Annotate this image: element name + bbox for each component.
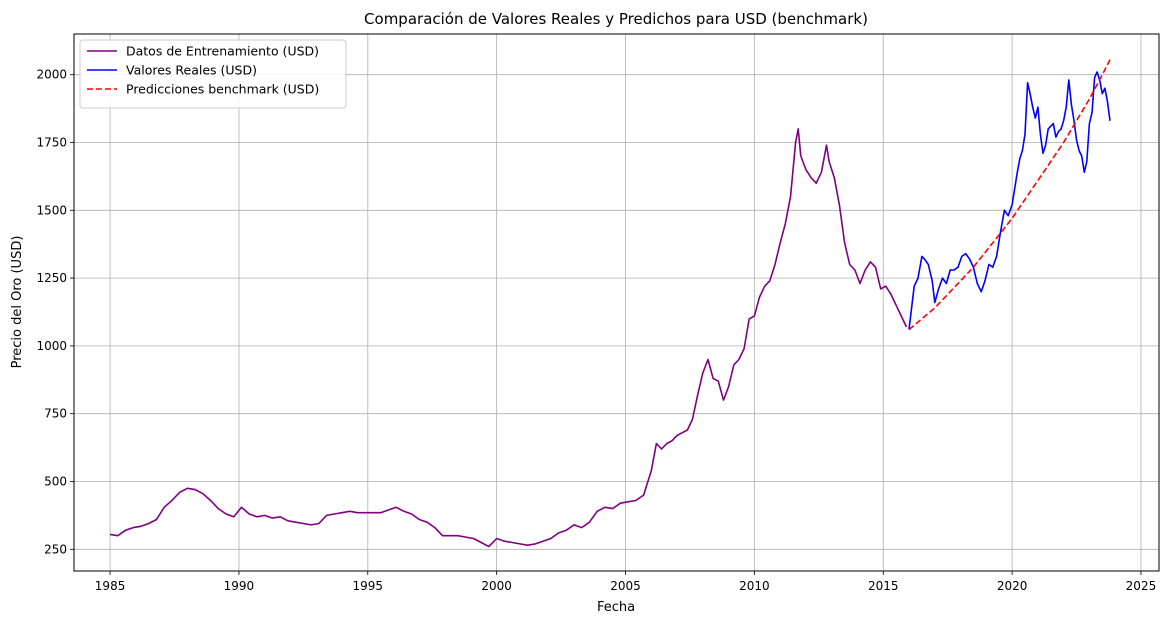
x-tick-label: 1995 [353, 579, 384, 593]
y-tick-label: 750 [44, 407, 67, 421]
y-tick-label: 2000 [36, 68, 67, 82]
x-tick-label: 2010 [739, 579, 770, 593]
legend-label-2: Valores Reales (USD) [126, 63, 257, 78]
series-layer [109, 59, 1111, 548]
y-tick-label: 1000 [36, 339, 67, 353]
y-tick-label: 1750 [36, 135, 67, 149]
series-line-3 [908, 59, 1111, 331]
x-tick-label: 2000 [481, 579, 512, 593]
ticks: 1985 1990 1995 2000 2005 2010 2015 2020 2025 250 5… [36, 68, 1156, 593]
x-axis-label: Fecha [597, 600, 635, 615]
legend-box [79, 39, 347, 109]
legend: Datos de Entrenamiento (USD) Valores Real… [79, 39, 347, 109]
series-line-2 [908, 71, 1111, 330]
x-tick-label: 2005 [610, 579, 641, 593]
chart-title: Comparación de Valores Reales y Predicho… [364, 10, 868, 28]
y-tick-label: 1250 [36, 271, 67, 285]
x-tick-label: 2020 [997, 579, 1028, 593]
legend-label-3: Predicciones benchmark (USD) [126, 82, 319, 97]
x-tick-label: 2025 [1126, 579, 1157, 593]
plot-frame [73, 33, 1160, 572]
x-tick-label: 1990 [224, 579, 255, 593]
legend-label-1: Datos de Entrenamiento (USD) [126, 44, 319, 59]
y-tick-label: 1500 [36, 203, 67, 217]
y-axis-label: Precio del Oro (USD) [10, 236, 25, 369]
x-tick-label: 2015 [868, 579, 899, 593]
y-tick-label: 250 [44, 542, 67, 556]
series-line-1 [109, 128, 908, 548]
x-tick-label: 1985 [95, 579, 126, 593]
grid [74, 34, 1159, 571]
y-tick-label: 500 [44, 475, 67, 489]
